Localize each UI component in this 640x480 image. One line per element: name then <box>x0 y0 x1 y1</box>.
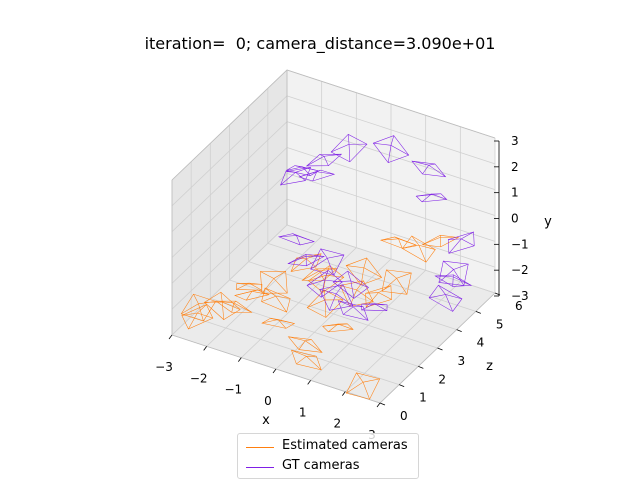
grid-line-z-floor <box>191 316 400 386</box>
estimated-camera <box>236 282 263 291</box>
x-tick-label: −2 <box>190 371 208 385</box>
estimated-camera <box>322 323 354 333</box>
estimated-camera <box>180 293 217 322</box>
estimated-camera <box>261 287 291 313</box>
grid-line-y-back <box>286 121 496 191</box>
x-tick-label: 1 <box>299 405 307 419</box>
grid-line-y-left <box>171 224 288 336</box>
estimated-camera <box>260 271 288 294</box>
gt-camera <box>434 274 473 287</box>
estimated-camera <box>291 349 322 371</box>
estimated-camera <box>339 280 374 307</box>
legend-swatch-estimated <box>246 447 274 448</box>
grid-line-y-back <box>286 147 496 216</box>
chart-legend: Estimated cameras GT cameras <box>237 433 419 479</box>
z-tick-mark <box>418 365 424 369</box>
z-tick-label: 2 <box>438 372 446 386</box>
legend-item-estimated: Estimated cameras <box>238 437 418 457</box>
z-tick-mark <box>456 329 462 333</box>
y-tick-label: 0 <box>511 212 519 226</box>
gt-camera <box>310 248 345 276</box>
gt-camera <box>438 260 469 286</box>
z-tick-label: 5 <box>496 317 504 331</box>
grid-line-z-floor <box>267 242 476 312</box>
gt-camera <box>277 233 315 246</box>
legend-label-estimated: Estimated cameras <box>282 438 408 453</box>
estimated-camera <box>181 304 214 330</box>
grid-line-y-left <box>171 173 288 284</box>
x-tick-label: −3 <box>155 360 173 374</box>
legend-item-gt: GT cameras <box>238 457 418 477</box>
z-tick-label: 1 <box>419 391 427 405</box>
grid-line-y-left <box>171 198 288 310</box>
grid-line-y-back <box>286 95 496 165</box>
grid-line-y-left <box>171 147 288 258</box>
estimated-camera <box>402 235 436 263</box>
grid-line-y-back <box>286 224 496 294</box>
z-tick-label: 4 <box>477 336 485 350</box>
gt-camera <box>411 160 447 178</box>
z-tick-mark <box>437 347 443 351</box>
y-tick-label: −2 <box>511 263 529 277</box>
grid-line-z-floor <box>210 297 419 367</box>
chart-title: iteration= 0; camera_distance=3.090e+01 <box>144 34 496 53</box>
gt-camera <box>415 193 448 203</box>
gt-camera <box>330 134 368 163</box>
y-tick-label: −1 <box>511 237 529 251</box>
estimated-camera <box>306 289 344 318</box>
x-tick-mark <box>272 368 277 374</box>
x-tick-mark <box>168 334 173 340</box>
x-tick-mark <box>238 357 242 362</box>
estimated-camera <box>381 269 412 295</box>
estimated-camera <box>261 318 296 329</box>
z-tick-label: 0 <box>400 409 408 423</box>
legend-label-gt: GT cameras <box>282 458 360 473</box>
grid-line-y-left <box>171 121 288 232</box>
x-tick-label: −1 <box>224 383 242 397</box>
gt-camera <box>337 300 369 321</box>
y-axis-label: y <box>544 215 552 230</box>
estimated-camera <box>287 336 323 353</box>
x-tick-mark <box>203 346 207 351</box>
x-tick-mark <box>307 380 311 385</box>
legend-swatch-gt <box>246 467 274 468</box>
gt-camera <box>447 231 475 254</box>
estimated-camera <box>345 372 381 400</box>
gt-camera <box>305 153 343 167</box>
gt-camera <box>428 284 463 312</box>
estimated-camera <box>234 289 270 301</box>
estimated-camera <box>379 236 417 249</box>
gt-camera <box>298 169 336 182</box>
z-axis-label: z <box>486 359 493 374</box>
z-tick-mark <box>494 292 501 296</box>
camera-markers <box>180 134 475 400</box>
grid-line-y-left <box>171 95 288 207</box>
z-tick-label: 3 <box>458 354 466 368</box>
y-tick-label: 3 <box>511 134 519 148</box>
estimated-camera <box>215 300 253 313</box>
z-tick-mark <box>379 402 386 406</box>
x-axis-label: x <box>262 413 270 428</box>
x-tick-label: 2 <box>334 417 342 431</box>
gt-camera <box>332 270 369 299</box>
x-tick-label: 0 <box>264 394 272 408</box>
x-tick-mark <box>376 402 381 408</box>
z-tick-mark <box>475 310 481 314</box>
grid-line-y-back <box>286 198 496 268</box>
y-tick-label: 1 <box>511 186 519 200</box>
gt-camera <box>361 303 388 312</box>
gt-camera <box>287 253 325 267</box>
x-tick-mark <box>342 391 346 396</box>
y-tick-label: 2 <box>511 160 519 174</box>
grid-line-y-back <box>286 172 496 242</box>
y-tick-label: −3 <box>511 289 529 303</box>
estimated-camera <box>203 291 241 320</box>
z-tick-mark <box>399 384 405 388</box>
gt-camera <box>372 135 410 163</box>
z-tick-label: 6 <box>515 299 523 313</box>
